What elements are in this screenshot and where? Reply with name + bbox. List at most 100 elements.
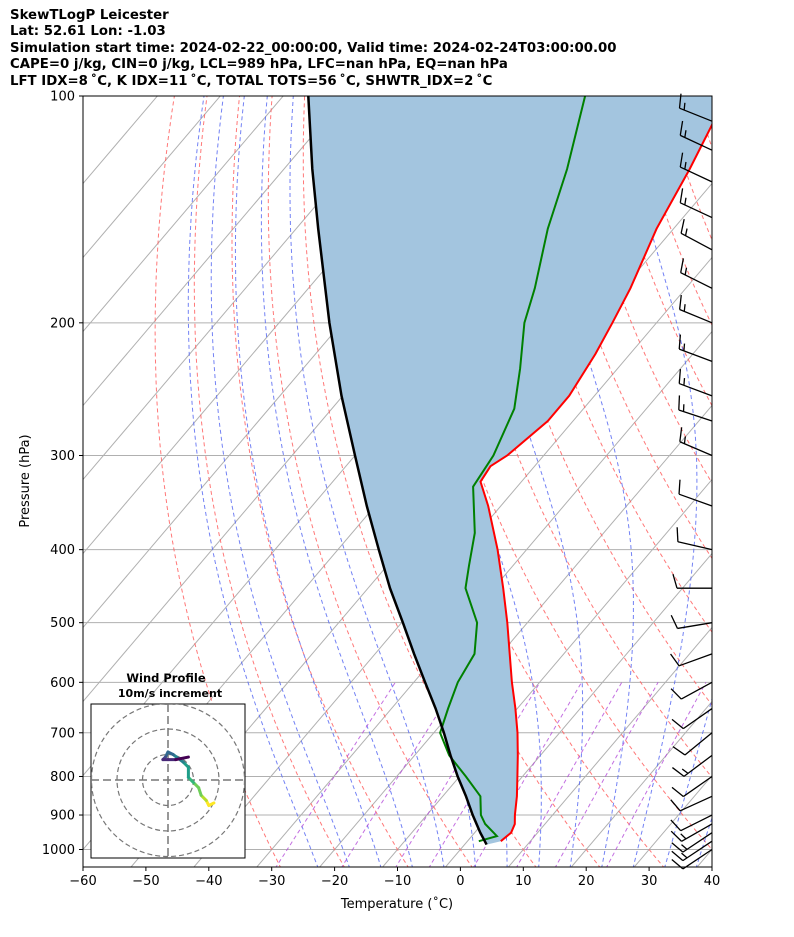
hodograph-title: Wind Profile xyxy=(126,671,206,685)
isotherm-line xyxy=(256,330,712,867)
isotherm-line xyxy=(507,626,712,867)
wind-barb xyxy=(672,732,713,756)
wind-barb xyxy=(678,479,713,507)
hodograph-plot xyxy=(91,704,245,858)
moist-adiabat-line xyxy=(210,96,350,867)
y-tick-label: 100 xyxy=(50,90,75,105)
isotherm-line xyxy=(696,848,712,867)
isotherm-line xyxy=(444,552,712,867)
moist-adiabat-line xyxy=(187,96,319,867)
mixing-ratio-line xyxy=(554,682,659,867)
wind-barb xyxy=(678,334,713,362)
y-tick-label: 400 xyxy=(50,543,75,558)
dry-adiabat-line xyxy=(755,79,794,868)
y-tick-label: 900 xyxy=(50,809,75,824)
wind-barb xyxy=(671,840,713,862)
wind-barb xyxy=(678,294,713,324)
chart-title: SkewTLogP Leicester xyxy=(10,8,169,23)
isotherm-line xyxy=(759,79,794,868)
x-tick-label: −50 xyxy=(132,874,159,889)
x-tick-label: 20 xyxy=(578,874,595,889)
dry-adiabat-line xyxy=(401,96,712,851)
wind-barb xyxy=(670,823,713,842)
x-tick-label: 30 xyxy=(641,874,658,889)
chart-series xyxy=(307,96,712,846)
dry-adiabat-line xyxy=(466,96,712,706)
dry-adiabat-line xyxy=(231,96,409,867)
parcel-area-fill xyxy=(308,96,712,845)
y-tick-label: 1000 xyxy=(42,843,75,858)
dewpoint-line xyxy=(439,96,587,843)
wind-barb xyxy=(670,814,713,832)
wind-barb xyxy=(679,427,713,457)
moist-adiabat-line xyxy=(616,96,698,867)
stability-indices: LFT IDX=8 ˚C, K IDX=11 ˚C, TOTAL TOTS=56… xyxy=(10,73,493,89)
moist-adiabat-line xyxy=(695,816,712,867)
x-tick-label: −30 xyxy=(258,874,285,889)
hodograph-subtitle: 10m/s increment xyxy=(118,687,222,700)
x-axis-label: Temperature (˚C) xyxy=(340,896,453,912)
hodograph-ring xyxy=(91,704,245,858)
wind-barb xyxy=(676,527,713,551)
moist-adiabat-line xyxy=(525,96,634,867)
wind-barb xyxy=(670,681,713,700)
y-axis-label: Pressure (hPa) xyxy=(18,434,33,527)
mixing-ratio-line xyxy=(341,682,458,867)
wind-barb xyxy=(671,848,713,870)
hodograph-segment xyxy=(174,755,190,762)
mixing-ratio-line xyxy=(516,682,623,867)
y-tick-label: 500 xyxy=(50,616,75,631)
isotherm-line xyxy=(83,96,347,407)
x-tick-label: 40 xyxy=(704,874,721,889)
moist-adiabat-line xyxy=(234,96,382,867)
moist-adiabat-line xyxy=(260,96,413,867)
wind-barb xyxy=(679,152,713,183)
chart-axes: −60 −50 −40 −30 −20 −10 0 10 20 30 40 1000 900 800 700… xyxy=(42,90,720,890)
wind-barb xyxy=(671,775,713,798)
chart-header: SkewTLogP Leicester Lat: 52.61 Lon: -1.0… xyxy=(10,8,617,90)
wind-barb xyxy=(672,574,712,589)
dry-adiabat-line xyxy=(597,96,712,407)
moist-adiabat-line xyxy=(289,96,445,867)
wind-barbs xyxy=(670,93,713,870)
mixing-ratio-line xyxy=(275,682,396,867)
dry-adiabat-line xyxy=(193,96,345,867)
wind-barb xyxy=(672,754,713,777)
y-tick-label: 700 xyxy=(50,726,75,741)
isotherm-line xyxy=(83,96,221,259)
dry-adiabat-line xyxy=(267,96,473,867)
moist-adiabat-line xyxy=(664,697,712,867)
isotherm-line xyxy=(193,256,712,867)
wind-barb xyxy=(671,707,713,730)
y-tick-label: 200 xyxy=(50,316,75,331)
wind-barb xyxy=(670,653,713,667)
y-tick-label: 600 xyxy=(50,676,75,691)
dry-adiabat-line xyxy=(564,96,712,485)
parcel-path-line xyxy=(307,96,488,846)
x-tick-label: 10 xyxy=(515,874,532,889)
x-tick-label: −20 xyxy=(321,874,348,889)
isotherm-line xyxy=(83,96,284,333)
wind-barb xyxy=(670,614,713,630)
dry-adiabat-line xyxy=(154,96,281,867)
moist-adiabat-line xyxy=(455,96,584,867)
x-tick-label: −10 xyxy=(384,874,411,889)
dry-adiabat-line xyxy=(694,96,712,149)
x-tick-label: −60 xyxy=(69,874,96,889)
convective-parameters: CAPE=0 j/kg, CIN=0 j/kg, LCL=989 hPa, LF… xyxy=(10,57,508,73)
wind-barb xyxy=(679,188,713,219)
wind-barb xyxy=(678,368,713,397)
y-tick-label: 300 xyxy=(50,449,75,464)
isotherm-line xyxy=(83,96,410,481)
wind-barb xyxy=(680,218,713,251)
dry-adiabat-line xyxy=(531,96,712,560)
x-tick-label: −40 xyxy=(195,874,222,889)
mixing-ratio-line xyxy=(606,682,707,867)
dry-adiabat-line xyxy=(787,79,794,868)
isotherm-line xyxy=(570,700,712,867)
isotherm-line xyxy=(319,404,712,867)
simulation-times: Simulation start time: 2024-02-22_00:00:… xyxy=(10,40,617,56)
temperature-line xyxy=(479,122,712,842)
wind-barb xyxy=(679,120,713,151)
